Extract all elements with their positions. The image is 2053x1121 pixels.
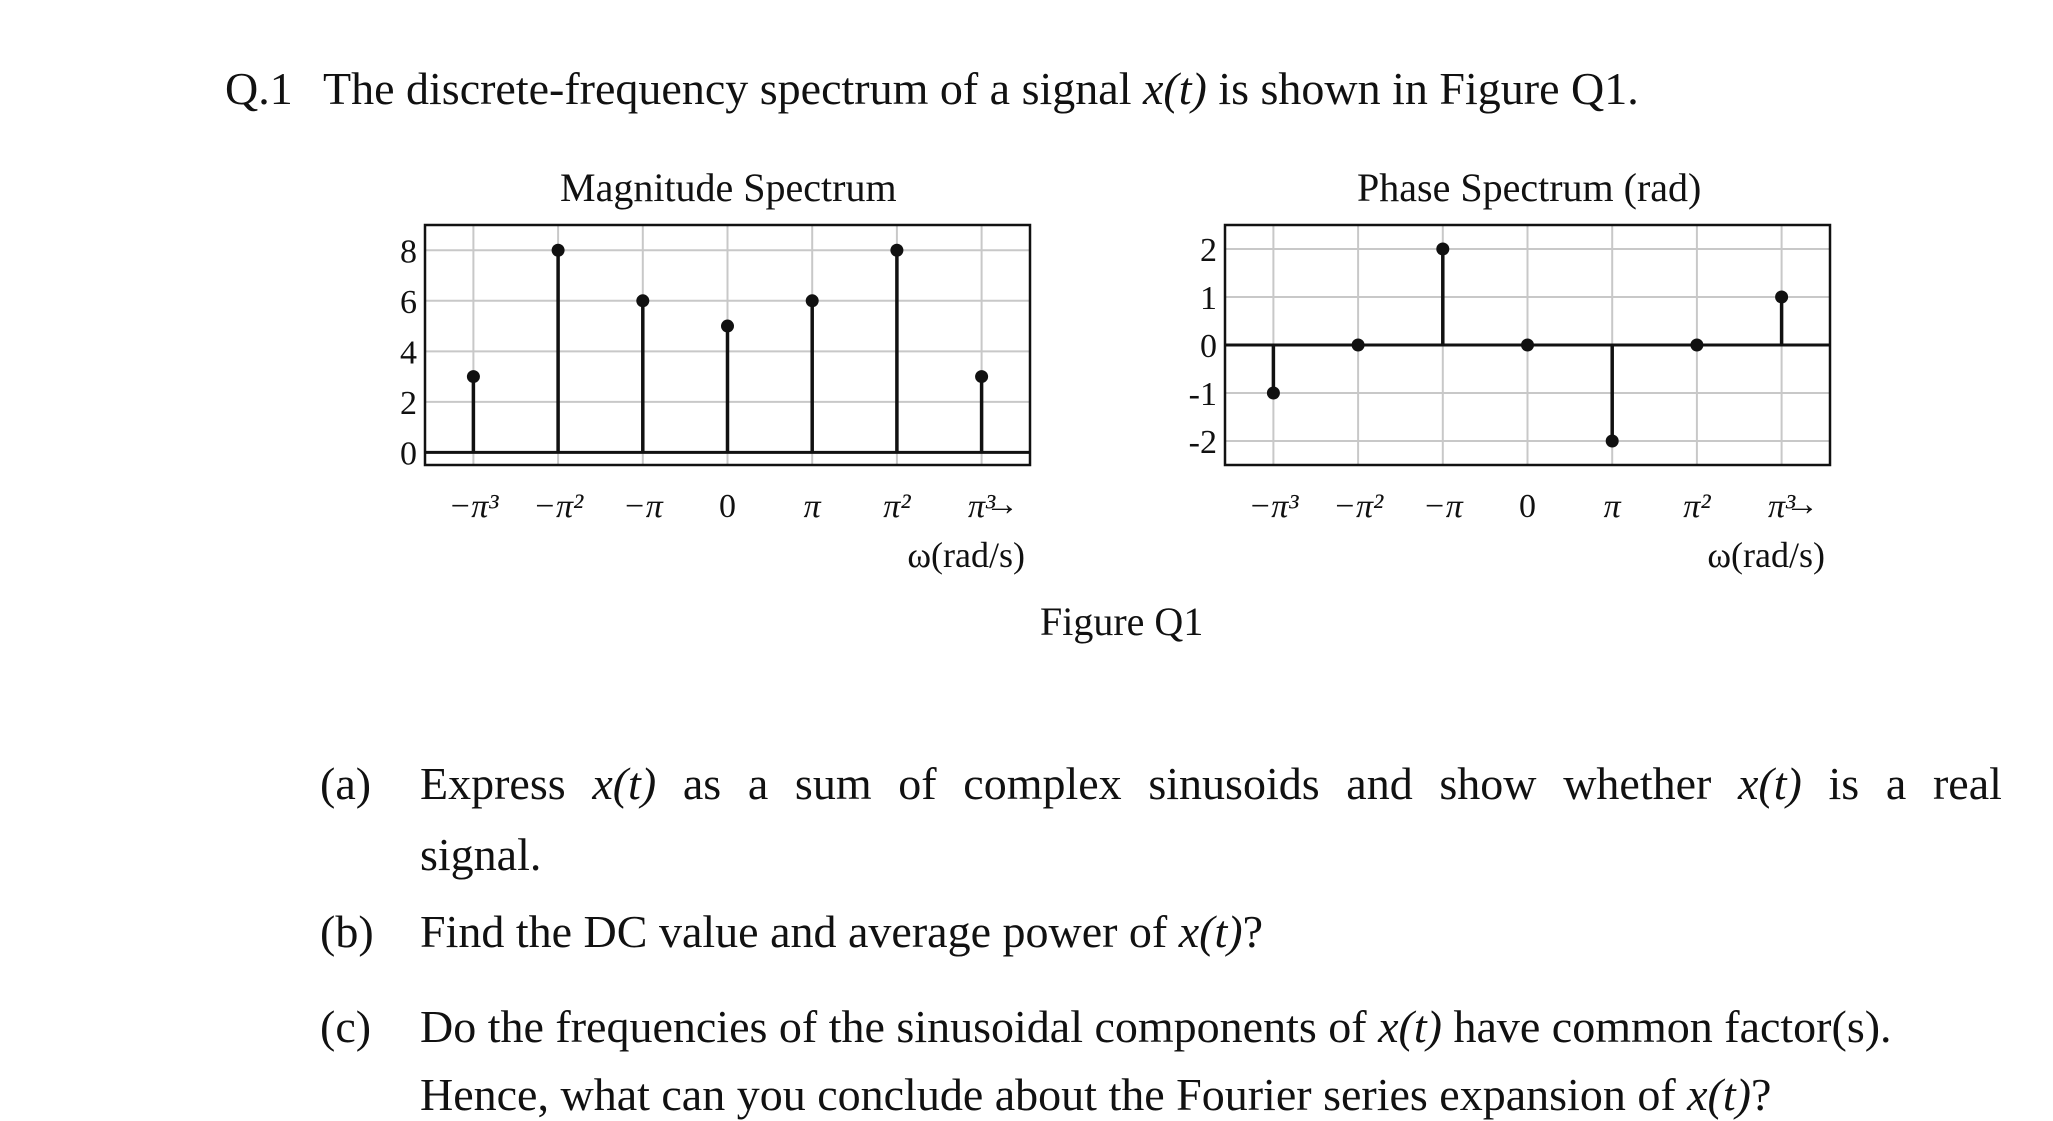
chart-0-stem-marker [890, 243, 904, 257]
magnitude-spectrum-chart: 8 6 4 2 0 −π³ −π² −π 0 π π² π³→ ω(rad/s) [400, 223, 1032, 575]
chart-1-xlabel: ω(rad/s) [1707, 535, 1825, 575]
question-text-after: is shown in Figure Q1. [1218, 63, 1639, 114]
part-a-word: show [1439, 758, 1537, 809]
chart-0-xtick-label: π³ [968, 488, 996, 525]
chart-0-stem-marker [551, 243, 565, 257]
part-a-line1: Express x(t) as a sum of complex sinusoids and sh… [420, 757, 2002, 810]
part-a-word: a [747, 758, 769, 809]
chart-0-stem-marker [721, 319, 734, 333]
chart-1-stem-marker [1436, 242, 1450, 256]
chart-1-ytick-label: -1 [1189, 376, 1217, 413]
part-a-word: sinusoids [1148, 758, 1320, 809]
chart-0-frame [423, 223, 1032, 467]
part-b-text: Find the DC value and average power of x… [420, 905, 1263, 958]
phase-spectrum-chart: 2 1 0 -1 -2 −π³ −π² −π 0 π π² π³→ ω(rad/s) [1189, 223, 1832, 575]
chart-0-stem-marker [466, 370, 480, 384]
chart-0-xtick-label: −π [623, 488, 664, 525]
question-text-before: The discrete-frequency spectrum of a sig… [323, 63, 1132, 114]
part-c-text1b: have common factor(s). [1453, 1001, 1892, 1052]
part-c-end2: ? [1750, 1069, 1772, 1120]
part-a-word: is [1828, 758, 1860, 809]
chart-0-xtick-label: π [804, 488, 822, 525]
chart-0-axis-arrow: → [985, 486, 1019, 523]
part-a-word: x(t) [592, 758, 657, 809]
chart-1-xtick-label: −π³ [1248, 488, 1299, 525]
part-a-word: x(t) [1738, 758, 1802, 809]
chart-1-xtick-label: π² [1683, 488, 1711, 525]
chart-1-frame [1223, 223, 1832, 467]
part-b-question: Find the DC value and average power of [420, 906, 1168, 957]
part-a-word: whether [1563, 758, 1712, 809]
chart-1-xtick-label: −π² [1333, 488, 1384, 525]
chart-0-xlabel: ω(rad/s) [907, 535, 1025, 575]
chart-1-stem-marker [1690, 338, 1704, 352]
part-a-word: Express [420, 758, 566, 809]
question-number: Q.1 [225, 63, 293, 114]
chart-1-ytick-label: 1 [1200, 280, 1217, 317]
part-a-word: sum [794, 758, 872, 809]
part-b-label: (b) [320, 906, 374, 957]
part-a-line2: signal. [420, 829, 542, 880]
phase-chart-title: Phase Spectrum (rad) [1357, 165, 1702, 210]
figure-caption: Figure Q1 [1040, 599, 1204, 644]
part-c-text1: Do the frequencies of the sinusoidal com… [420, 1001, 1367, 1052]
chart-0-ytick-label: 2 [400, 385, 417, 422]
chart-1-ytick-label: -2 [1189, 424, 1217, 461]
chart-0-xtick-label: π² [883, 488, 911, 525]
chart-1-xtick-label: 0 [1519, 488, 1536, 525]
part-a-word: a [1885, 758, 1907, 809]
part-a-word: complex [963, 758, 1122, 809]
chart-0-ytick-label: 8 [400, 233, 417, 270]
chart-1-axis-arrow: → [1785, 486, 1819, 523]
part-c-text2: Hence, what can you conclude about the F… [420, 1069, 1676, 1120]
part-c-label: (c) [320, 1001, 372, 1052]
chart-1-ytick-label: 2 [1200, 232, 1217, 269]
question-text: The discrete-frequency spectrum of a sig… [323, 62, 1639, 115]
part-a-word: as [682, 758, 722, 809]
part-b-signal: x(t) [1178, 906, 1243, 957]
chart-1-xtick-label: −π [1423, 488, 1464, 525]
question-signal: x(t) [1142, 63, 1207, 114]
chart-0-xtick-label: 0 [719, 488, 736, 525]
chart-1-stem-marker [1775, 290, 1789, 304]
part-a-word: and [1346, 758, 1413, 809]
chart-0-ytick-label: 4 [400, 334, 417, 371]
part-a-label: (a) [320, 758, 372, 809]
part-c-signal1: x(t) [1378, 1001, 1442, 1052]
part-a-word: of [898, 758, 937, 809]
part-c-line1: Do the frequencies of the sinusoidal com… [420, 1000, 1892, 1053]
chart-0-xtick-label: −π³ [448, 488, 499, 525]
part-b-end: ? [1242, 906, 1264, 957]
chart-0-stem-marker [975, 370, 989, 384]
chart-1-stem-marker [1266, 386, 1280, 400]
chart-0-stem-marker [805, 294, 819, 308]
magnitude-chart-title: Magnitude Spectrum [560, 165, 897, 210]
part-c-signal2: x(t) [1687, 1069, 1751, 1120]
part-c-line2: Hence, what can you conclude about the F… [420, 1068, 1771, 1121]
chart-1-stem-marker [1605, 434, 1619, 448]
chart-0-ytick-label: 6 [400, 284, 417, 321]
chart-1-stem-marker [1521, 338, 1534, 352]
chart-0-xtick-label: −π² [533, 488, 584, 525]
chart-1-xtick-label: π [1604, 488, 1622, 525]
chart-1-stem-marker [1351, 338, 1365, 352]
chart-0-stem-marker [636, 294, 650, 308]
chart-0-ytick-label: 0 [400, 435, 417, 472]
part-a-word: real [1932, 758, 2002, 809]
chart-1-xtick-label: π³ [1768, 488, 1796, 525]
chart-1-ytick-label: 0 [1200, 328, 1217, 365]
